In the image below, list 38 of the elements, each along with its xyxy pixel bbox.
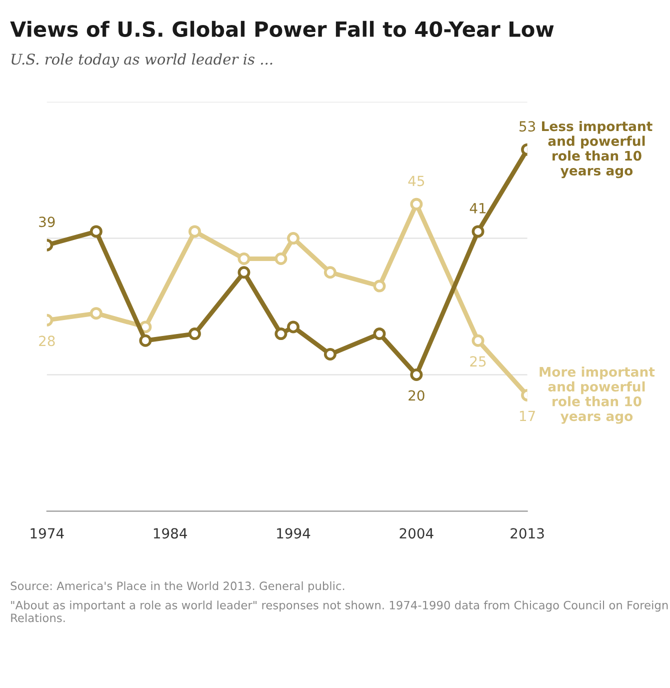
x-tick-label: 2004 bbox=[400, 528, 434, 539]
point bbox=[238, 252, 250, 265]
point bbox=[139, 334, 152, 347]
text: "About as important a role as world leader" responses not shown. 1974-1990 data from Chicago Council on Foreign Relations. bbox=[11, 600, 668, 622]
point bbox=[410, 198, 423, 210]
x-tick-label: 1984 bbox=[154, 528, 187, 539]
data-label: 20 bbox=[408, 390, 424, 401]
point bbox=[90, 307, 102, 320]
x-tick-label: 1994 bbox=[277, 528, 310, 539]
data-label: 39 bbox=[39, 216, 55, 228]
series-label: Less important and powerful role than 10 years ago bbox=[542, 120, 652, 178]
point bbox=[373, 280, 386, 292]
point bbox=[324, 348, 336, 361]
point bbox=[188, 328, 201, 340]
x-tick-label: 1974 bbox=[30, 528, 64, 539]
data-label: 41 bbox=[470, 203, 486, 214]
source-note: Source: America's Place in the World 2013. General public. bbox=[10, 581, 344, 592]
point bbox=[188, 225, 201, 238]
series-label: More important and powerful role than 10 years ago bbox=[540, 366, 655, 424]
point bbox=[472, 225, 484, 238]
point bbox=[287, 232, 300, 245]
point bbox=[287, 320, 300, 334]
point bbox=[324, 266, 336, 279]
data-label: 17 bbox=[520, 410, 535, 422]
data-label: 28 bbox=[39, 336, 55, 346]
point bbox=[274, 328, 288, 340]
chart-title: Views of U.S. Global Power Fall to 40-Year Low bbox=[10, 20, 554, 38]
data-label: 53 bbox=[520, 121, 536, 132]
point bbox=[373, 328, 386, 340]
chart-subtitle: U.S. role today as world leader is ... bbox=[12, 53, 272, 68]
data-label: 25 bbox=[470, 356, 486, 367]
point bbox=[410, 368, 423, 381]
point bbox=[274, 252, 288, 265]
point bbox=[90, 225, 102, 238]
x-tick-label: 2013 bbox=[510, 528, 544, 539]
point bbox=[472, 334, 484, 347]
data-label: 45 bbox=[408, 176, 424, 186]
point bbox=[238, 266, 250, 279]
